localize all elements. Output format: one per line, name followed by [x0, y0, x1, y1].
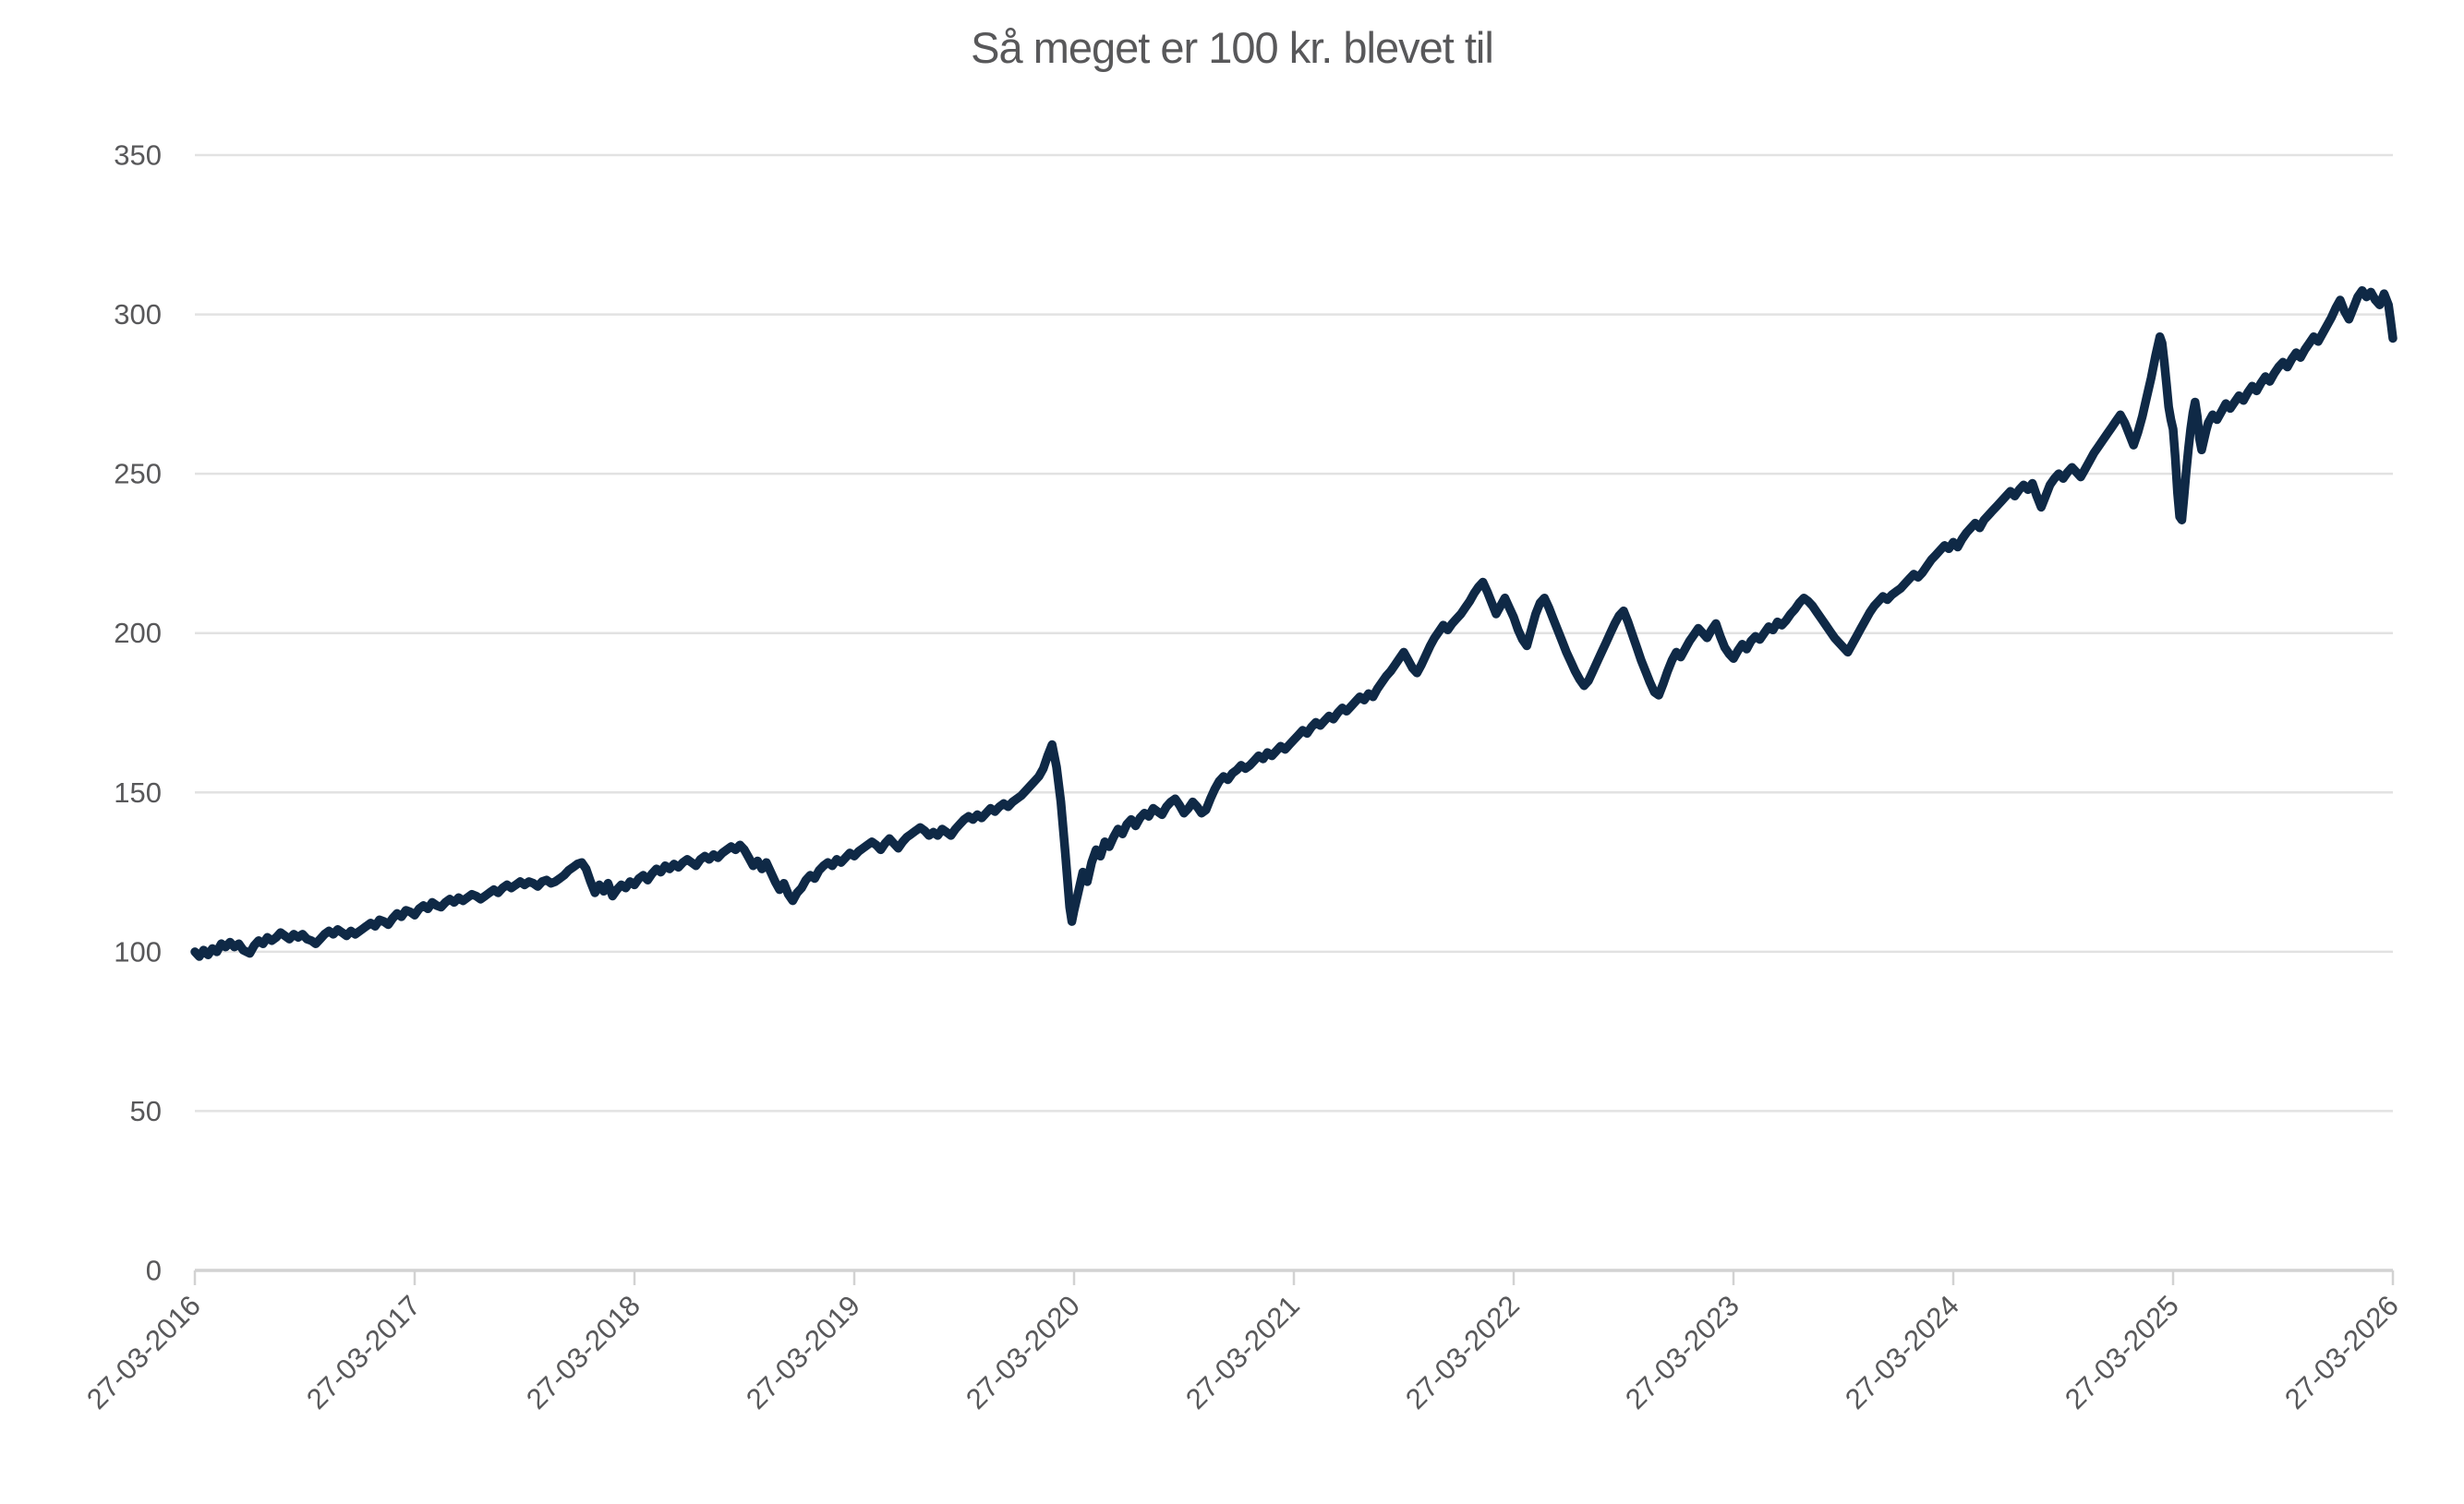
x-axis-tick-label: 27-03-2023 [1619, 1289, 1745, 1415]
y-axis-tick-label: 200 [114, 617, 162, 649]
x-axis-tick-label: 27-03-2022 [1399, 1289, 1526, 1415]
y-axis-tick-label: 350 [114, 139, 162, 172]
series-line [190, 285, 2398, 961]
y-axis-tick-label: 250 [114, 458, 162, 490]
x-axis-tick-label: 27-03-2019 [740, 1289, 866, 1415]
gridlines [195, 153, 2393, 1113]
x-axis-tick-label: 27-03-2020 [960, 1289, 1086, 1415]
x-axis-tick-label: 27-03-2024 [1839, 1289, 1965, 1415]
x-axis-tick-label: 27-03-2025 [2059, 1289, 2185, 1415]
x-axis-tick-label: 27-03-2026 [2278, 1289, 2405, 1415]
x-axis-tick-label: 27-03-2017 [300, 1289, 427, 1415]
y-axis-tick-label: 300 [114, 298, 162, 331]
y-axis-tick-label: 100 [114, 935, 162, 968]
series [190, 285, 2398, 961]
x-axis-tick-label: 27-03-2016 [80, 1289, 207, 1415]
y-axis-tick-label: 50 [130, 1095, 162, 1127]
chart-title: Så meget er 100 kr. blevet til [971, 23, 1493, 72]
x-axis [193, 1269, 2395, 1285]
y-axis-tick-label: 0 [146, 1255, 162, 1287]
axis-labels: 0 50 100 150 200 250 300 350 27-03-2016 27-03-201… [80, 139, 2405, 1416]
y-axis-tick-label: 150 [114, 776, 162, 809]
x-axis-tick-label: 27-03-2018 [520, 1289, 646, 1415]
x-axis-tick-label: 27-03-2021 [1179, 1289, 1306, 1415]
